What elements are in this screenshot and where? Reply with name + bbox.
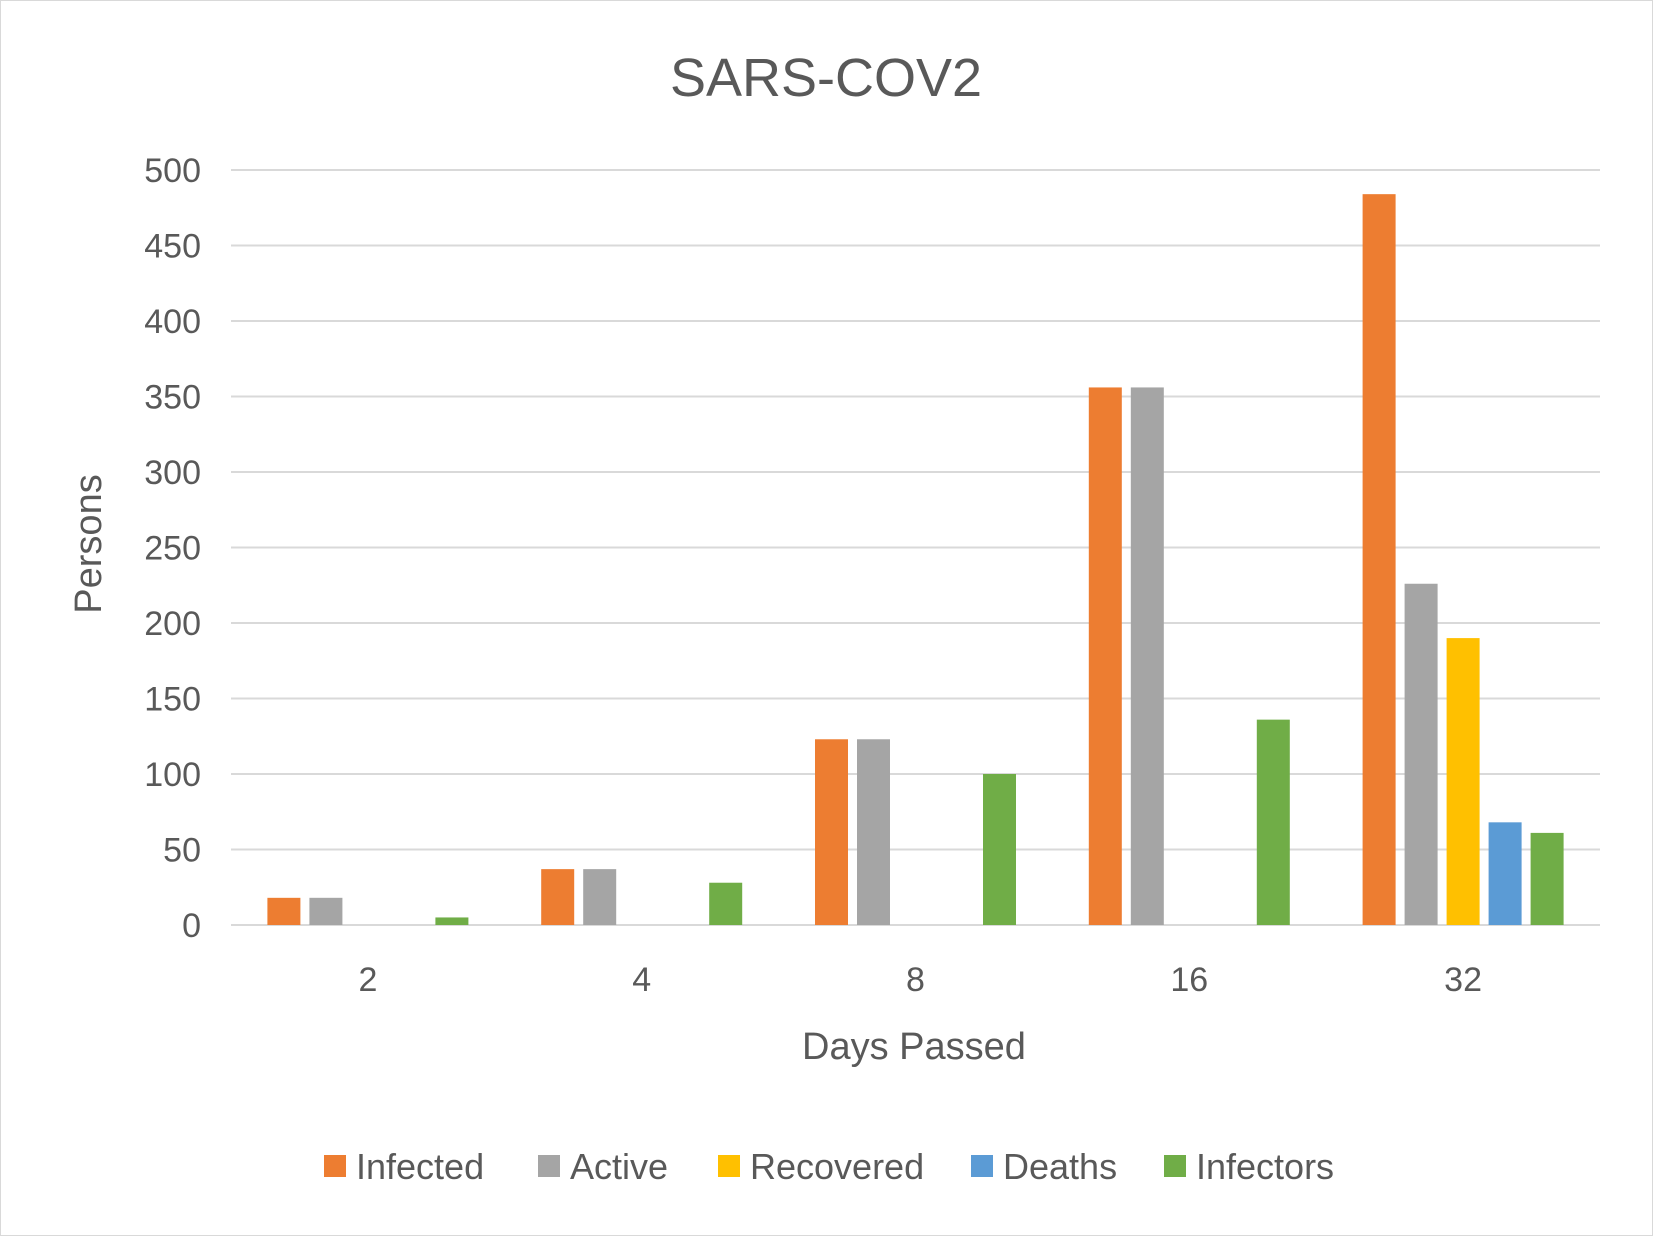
bar-active-8 [857,739,890,925]
legend: Infected Active Recovered Deaths Infectors [324,1146,1334,1187]
x-axis-label: Days Passed [802,1026,1026,1068]
y-tick-label: 300 [144,454,201,492]
legend-swatch-infected [324,1155,346,1177]
y-tick-label: 100 [144,756,201,794]
y-tick-label: 250 [144,530,201,568]
x-tick-label: 4 [632,961,651,999]
x-tick-label: 16 [1170,961,1208,999]
bar-infectors-4 [709,882,743,925]
bar-active-16 [1130,387,1164,925]
y-axis-label: Persons [68,474,110,613]
legend-label-infected: Infected [356,1146,484,1187]
chart-title: SARS-COV2 [670,48,982,108]
bar-infected-4 [541,869,575,925]
bar-infectors-32 [1530,832,1564,925]
bar-deaths-32 [1488,822,1522,925]
y-tick-label: 0 [182,907,201,945]
y-tick-label: 500 [144,152,201,190]
bar-infectors-16 [1256,719,1290,925]
y-tick-labels: 0 50 100 150 200 250 300 350 400 450 500 [144,152,201,945]
legend-swatch-active [538,1155,560,1177]
bar-recovered-32 [1446,638,1480,925]
legend-label-recovered: Recovered [750,1146,924,1187]
y-tick-label: 400 [144,303,201,341]
bar-infectors-2 [435,917,469,925]
y-tick-label: 350 [144,379,201,417]
y-tick-label: 50 [163,832,201,870]
x-tick-label: 2 [358,961,377,999]
y-tick-label: 450 [144,228,201,266]
y-tick-label: 200 [144,605,201,643]
bar-active-32 [1404,583,1438,925]
x-tick-labels: 2 4 8 16 32 [358,961,1482,999]
legend-swatch-recovered [718,1155,740,1177]
y-tick-label: 150 [144,681,201,719]
x-tick-label: 8 [906,961,925,999]
legend-label-active: Active [570,1146,668,1187]
bar-infected-8 [815,739,848,925]
legend-swatch-deaths [971,1155,993,1177]
legend-label-infectors: Infectors [1196,1146,1334,1187]
bar-active-4 [583,869,617,925]
legend-swatch-infectors [1164,1155,1186,1177]
bar-infected-2 [267,897,301,925]
bar-infected-16 [1088,387,1122,925]
bar-active-2 [309,897,343,925]
legend-label-deaths: Deaths [1003,1146,1117,1187]
bars [267,194,1564,925]
bar-infected-32 [1362,194,1396,925]
x-tick-label: 32 [1444,961,1482,999]
bar-infectors-8 [983,774,1016,925]
